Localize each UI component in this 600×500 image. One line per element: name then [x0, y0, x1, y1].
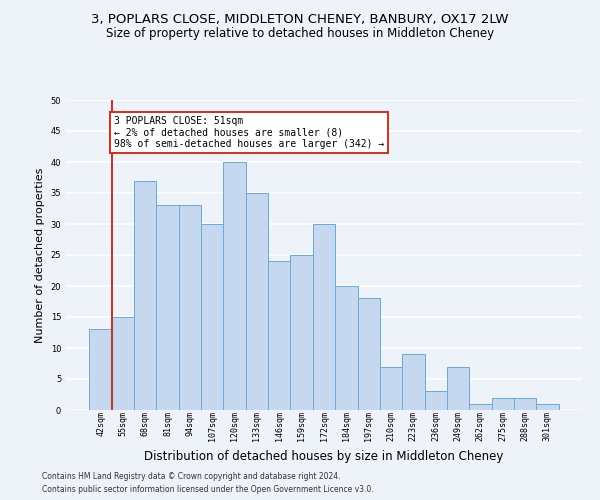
Bar: [358, 298, 380, 410]
Bar: [268, 261, 290, 410]
Text: Contains public sector information licensed under the Open Government Licence v3: Contains public sector information licen…: [42, 484, 374, 494]
Bar: [246, 193, 268, 410]
Bar: [335, 286, 358, 410]
Bar: [425, 392, 447, 410]
Bar: [290, 255, 313, 410]
Y-axis label: Number of detached properties: Number of detached properties: [35, 168, 45, 342]
Bar: [380, 366, 402, 410]
Bar: [491, 398, 514, 410]
Text: 3, POPLARS CLOSE, MIDDLETON CHENEY, BANBURY, OX17 2LW: 3, POPLARS CLOSE, MIDDLETON CHENEY, BANB…: [91, 12, 509, 26]
Bar: [536, 404, 559, 410]
Bar: [469, 404, 491, 410]
Bar: [179, 206, 201, 410]
Text: Contains HM Land Registry data © Crown copyright and database right 2024.: Contains HM Land Registry data © Crown c…: [42, 472, 341, 481]
Bar: [157, 206, 179, 410]
Bar: [89, 330, 112, 410]
X-axis label: Distribution of detached houses by size in Middleton Cheney: Distribution of detached houses by size …: [145, 450, 503, 462]
Text: Size of property relative to detached houses in Middleton Cheney: Size of property relative to detached ho…: [106, 28, 494, 40]
Bar: [402, 354, 425, 410]
Bar: [447, 366, 469, 410]
Bar: [201, 224, 223, 410]
Bar: [223, 162, 246, 410]
Bar: [112, 317, 134, 410]
Bar: [134, 180, 157, 410]
Text: 3 POPLARS CLOSE: 51sqm
← 2% of detached houses are smaller (8)
98% of semi-detac: 3 POPLARS CLOSE: 51sqm ← 2% of detached …: [114, 116, 384, 148]
Bar: [313, 224, 335, 410]
Bar: [514, 398, 536, 410]
